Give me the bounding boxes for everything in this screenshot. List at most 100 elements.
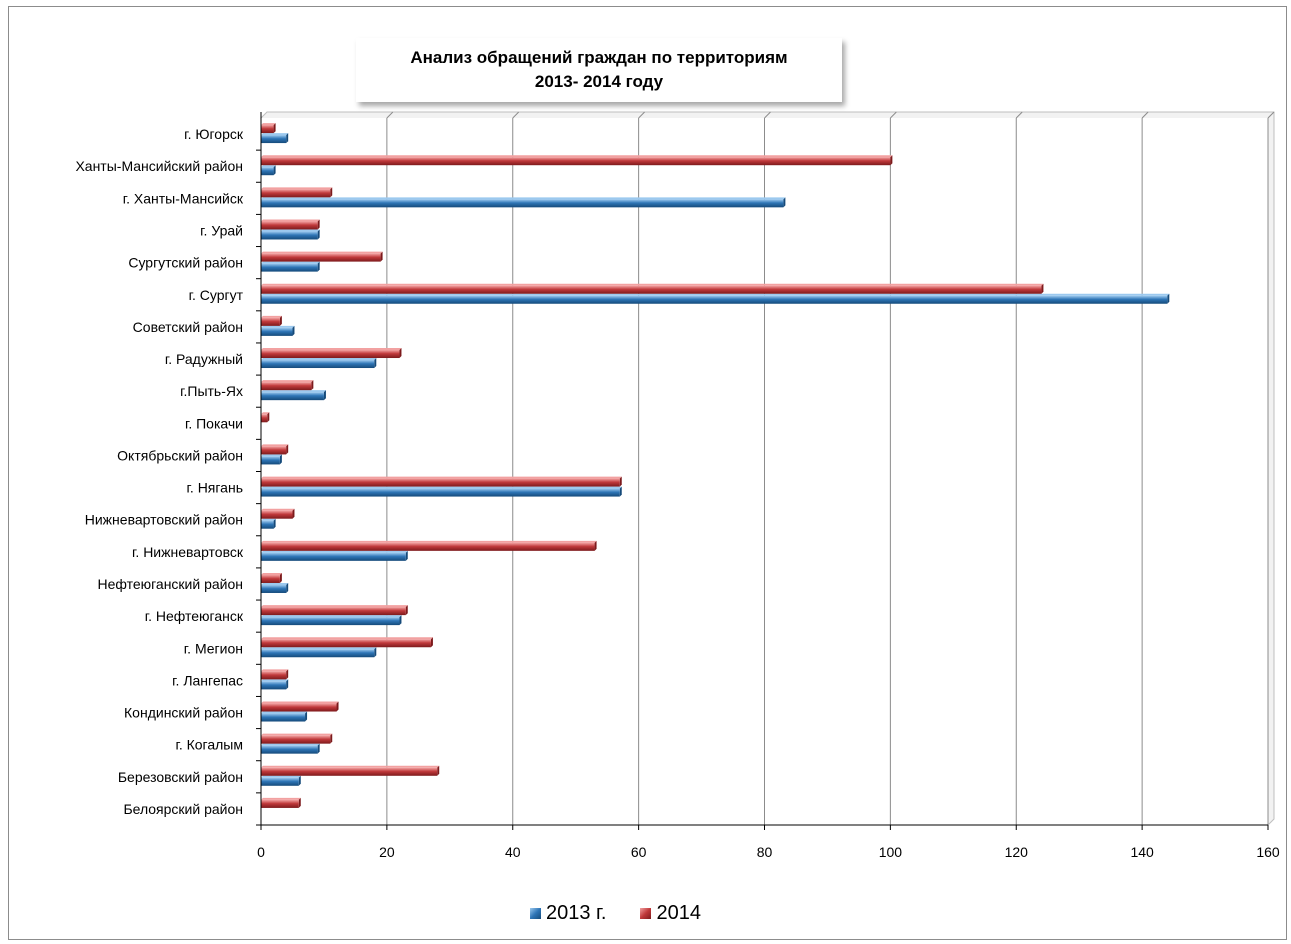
bar-top bbox=[261, 572, 282, 575]
bar-top bbox=[261, 348, 402, 351]
bar-top bbox=[261, 133, 289, 136]
legend-swatch bbox=[530, 907, 541, 919]
bar-end bbox=[273, 518, 276, 529]
bar-face bbox=[261, 617, 400, 626]
legend-swatch bbox=[640, 907, 652, 919]
bar-end bbox=[286, 582, 289, 593]
bar-top bbox=[261, 283, 1044, 286]
category-label: Советский район bbox=[133, 319, 243, 335]
bar-2013 bbox=[261, 647, 377, 658]
bar-2014 bbox=[261, 605, 408, 616]
bar-face bbox=[261, 295, 1168, 304]
category-label: Сургутский район bbox=[128, 255, 243, 271]
bar-2014 bbox=[261, 669, 289, 680]
gridline-depth bbox=[1267, 111, 1275, 119]
bar-end bbox=[594, 540, 597, 551]
x-tick-label: 20 bbox=[379, 844, 395, 860]
bar-2013 bbox=[261, 229, 320, 240]
category-label: г. Радужный bbox=[165, 351, 243, 367]
bar-face bbox=[261, 253, 381, 262]
bar-face bbox=[261, 488, 620, 497]
category-label: г. Лангепас bbox=[172, 672, 243, 688]
bar-2014 bbox=[261, 701, 339, 712]
bar-top bbox=[261, 476, 622, 479]
bar-2013 bbox=[261, 743, 320, 754]
bar-face bbox=[261, 777, 299, 786]
bar-face bbox=[261, 199, 784, 208]
bar-top bbox=[261, 711, 308, 714]
bar-2013 bbox=[261, 358, 377, 369]
bar-top bbox=[261, 765, 440, 768]
bar-face bbox=[261, 350, 400, 359]
gridline-depth bbox=[764, 111, 771, 119]
bar-top bbox=[261, 261, 320, 264]
bar-face bbox=[261, 327, 293, 336]
bar-2014 bbox=[261, 412, 270, 423]
bar-2014 bbox=[261, 219, 320, 230]
category-label: Ханты-Мансийский район bbox=[75, 158, 243, 174]
legend-item: 2013 г. bbox=[530, 902, 606, 925]
bar-2013 bbox=[261, 197, 786, 208]
category-label: Белоярский район bbox=[123, 801, 243, 817]
bar-end bbox=[298, 797, 301, 808]
category-label: Березовский район bbox=[118, 769, 243, 785]
bar-2014 bbox=[261, 155, 893, 166]
gridline-depth bbox=[890, 111, 897, 119]
bar-top bbox=[261, 486, 622, 489]
bar-top bbox=[261, 605, 408, 608]
bar-face bbox=[261, 231, 318, 240]
category-label: г. Нижневартовск bbox=[132, 544, 244, 560]
bar-end bbox=[286, 133, 289, 144]
x-tick-label: 40 bbox=[505, 844, 521, 860]
bar-end bbox=[286, 669, 289, 680]
gridline-depth bbox=[386, 111, 394, 119]
bar-face bbox=[261, 125, 274, 134]
axes bbox=[256, 112, 1268, 826]
bar-end bbox=[279, 572, 282, 583]
gridline-depth bbox=[1141, 111, 1149, 119]
bar-face bbox=[261, 520, 274, 529]
x-tick-label: 0 bbox=[257, 844, 265, 860]
bar-2013 bbox=[261, 518, 276, 529]
bar-2013 bbox=[261, 775, 301, 786]
bar-top bbox=[261, 251, 383, 254]
legend-label: 2013 г. bbox=[546, 901, 607, 924]
bar-2013 bbox=[261, 582, 289, 593]
category-label: г. Урай bbox=[200, 222, 243, 238]
bar-2014 bbox=[261, 251, 383, 262]
bar-end bbox=[317, 219, 320, 230]
bar-face bbox=[261, 799, 299, 808]
bars bbox=[261, 123, 1170, 808]
bar-2014 bbox=[261, 572, 282, 583]
bar-top bbox=[261, 540, 597, 543]
bar-face bbox=[261, 713, 306, 722]
bar-end bbox=[330, 733, 333, 744]
bar-top bbox=[261, 187, 333, 190]
bar-2014 bbox=[261, 637, 433, 648]
category-label: г. Покачи bbox=[185, 415, 243, 431]
bar-top bbox=[261, 508, 295, 511]
bar-end bbox=[619, 486, 622, 497]
bar-2013 bbox=[261, 325, 295, 336]
bar-top bbox=[261, 219, 320, 222]
bar-top bbox=[261, 123, 276, 126]
bar-end bbox=[273, 165, 276, 176]
category-labels: Белоярский район Березовский район г. Кога… bbox=[75, 126, 243, 817]
bar-end bbox=[336, 701, 339, 712]
bar-face bbox=[261, 574, 280, 583]
category-label: г. Сургут bbox=[189, 287, 244, 303]
bar-face bbox=[261, 649, 375, 658]
bar-top bbox=[261, 669, 289, 672]
bar-2014 bbox=[261, 380, 314, 391]
bar-end bbox=[405, 550, 408, 561]
bar-end bbox=[279, 315, 282, 326]
bar-face bbox=[261, 360, 375, 369]
bar-end bbox=[286, 679, 289, 690]
bar-top bbox=[261, 412, 270, 415]
category-label: г.Пыть-Ях bbox=[180, 383, 243, 399]
bar-face bbox=[261, 135, 287, 144]
category-label: Кондинский район bbox=[124, 705, 243, 721]
bar-2014 bbox=[261, 315, 282, 326]
bar-top bbox=[261, 647, 377, 650]
bar-end bbox=[399, 348, 402, 359]
